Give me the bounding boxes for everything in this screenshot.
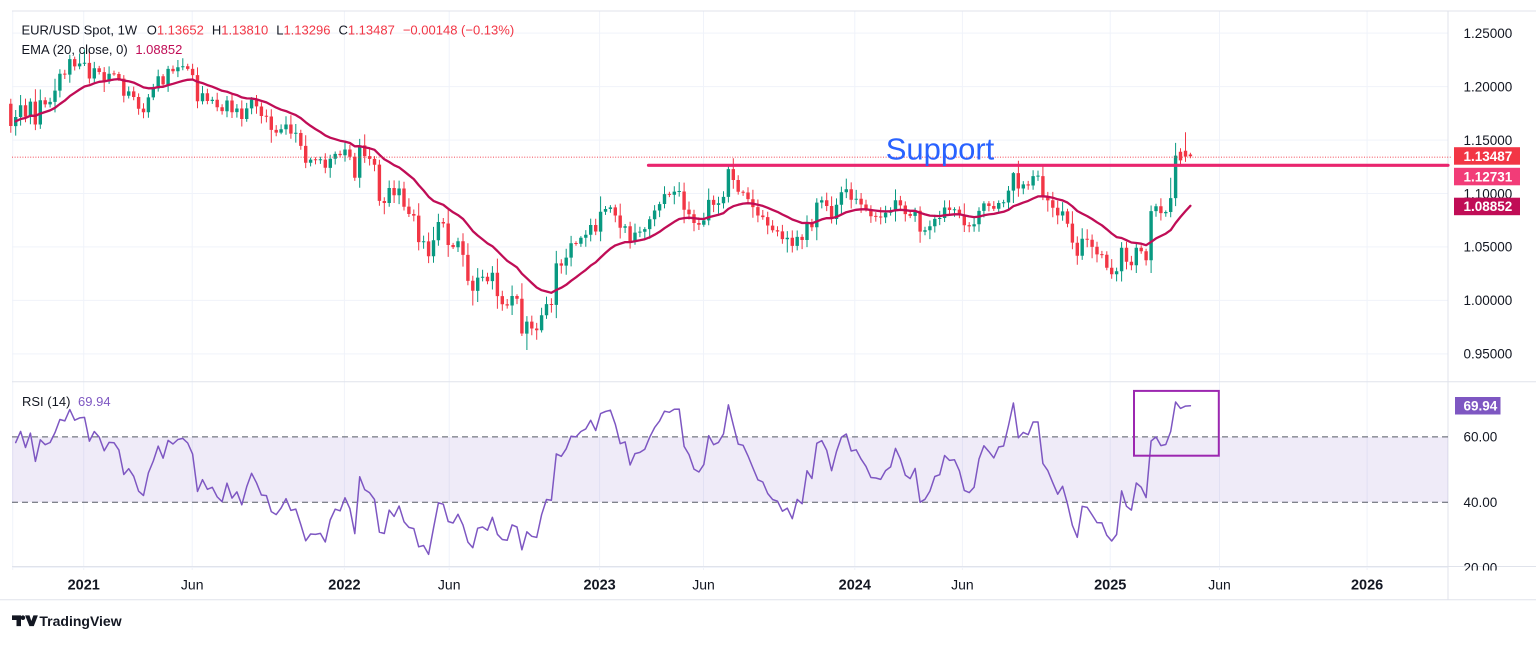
svg-text:1.10000: 1.10000 [1464, 186, 1513, 201]
svg-text:Jun: Jun [692, 577, 715, 593]
svg-text:Jun: Jun [438, 577, 461, 593]
svg-text:RSI (14) 69.94: RSI (14) 69.94 [22, 394, 111, 409]
svg-text:1.08852: 1.08852 [1464, 199, 1513, 214]
svg-text:1.12731: 1.12731 [1464, 169, 1513, 184]
svg-text:TradingView: TradingView [39, 613, 121, 629]
svg-text:40.00: 40.00 [1464, 495, 1498, 510]
svg-text:1.15000: 1.15000 [1464, 133, 1513, 148]
svg-text:2021: 2021 [68, 578, 100, 594]
svg-text:20.00: 20.00 [1464, 560, 1498, 575]
svg-text:2024: 2024 [839, 578, 871, 594]
svg-text:2022: 2022 [328, 578, 360, 594]
svg-text:1.00000: 1.00000 [1464, 293, 1513, 308]
svg-text:Support: Support [886, 132, 995, 167]
svg-text:1.25000: 1.25000 [1464, 26, 1513, 41]
svg-text:1.05000: 1.05000 [1464, 240, 1513, 255]
svg-text:69.94: 69.94 [1464, 399, 1498, 414]
svg-text:2026: 2026 [1351, 578, 1383, 594]
svg-text:0.95000: 0.95000 [1464, 347, 1513, 362]
svg-text:60.00: 60.00 [1464, 430, 1498, 445]
svg-text:1.13487: 1.13487 [1464, 149, 1513, 164]
svg-text:2023: 2023 [583, 578, 615, 594]
svg-text:Jun: Jun [181, 577, 204, 593]
svg-text:Jun: Jun [951, 577, 974, 593]
svg-text:2025: 2025 [1094, 578, 1126, 594]
svg-text:Jun: Jun [1208, 577, 1231, 593]
svg-text:EMA (20, close, 0) 1.08852: EMA (20, close, 0) 1.08852 [22, 42, 183, 57]
svg-text:1.20000: 1.20000 [1464, 79, 1513, 94]
